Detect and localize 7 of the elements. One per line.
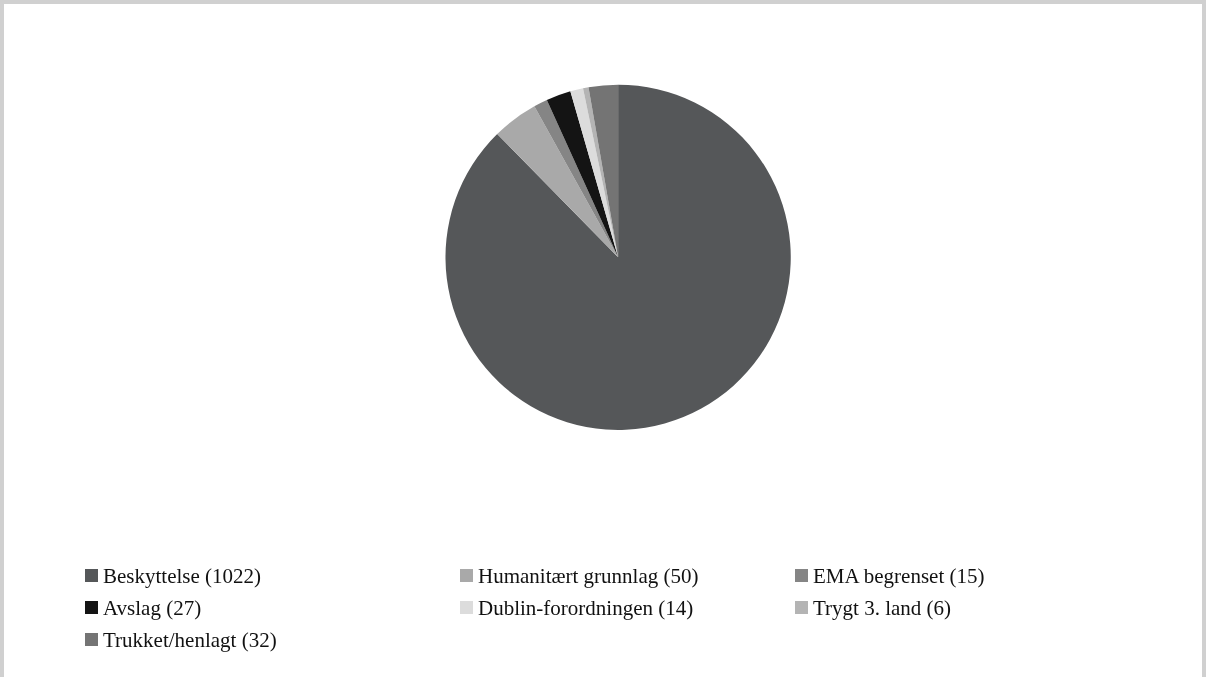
legend-label: Avslag (27) bbox=[103, 595, 202, 620]
legend-label: Beskyttelse (1022) bbox=[103, 563, 262, 588]
legend-label: Trygt 3. land (6) bbox=[813, 595, 952, 620]
legend-label: Humanitært grunnlag (50) bbox=[478, 563, 699, 588]
legend-label: Dublin-forordningen (14) bbox=[478, 595, 694, 620]
legend-label: EMA begrenset (15) bbox=[813, 563, 985, 588]
legend-label: Trukket/henlagt (32) bbox=[103, 627, 277, 652]
